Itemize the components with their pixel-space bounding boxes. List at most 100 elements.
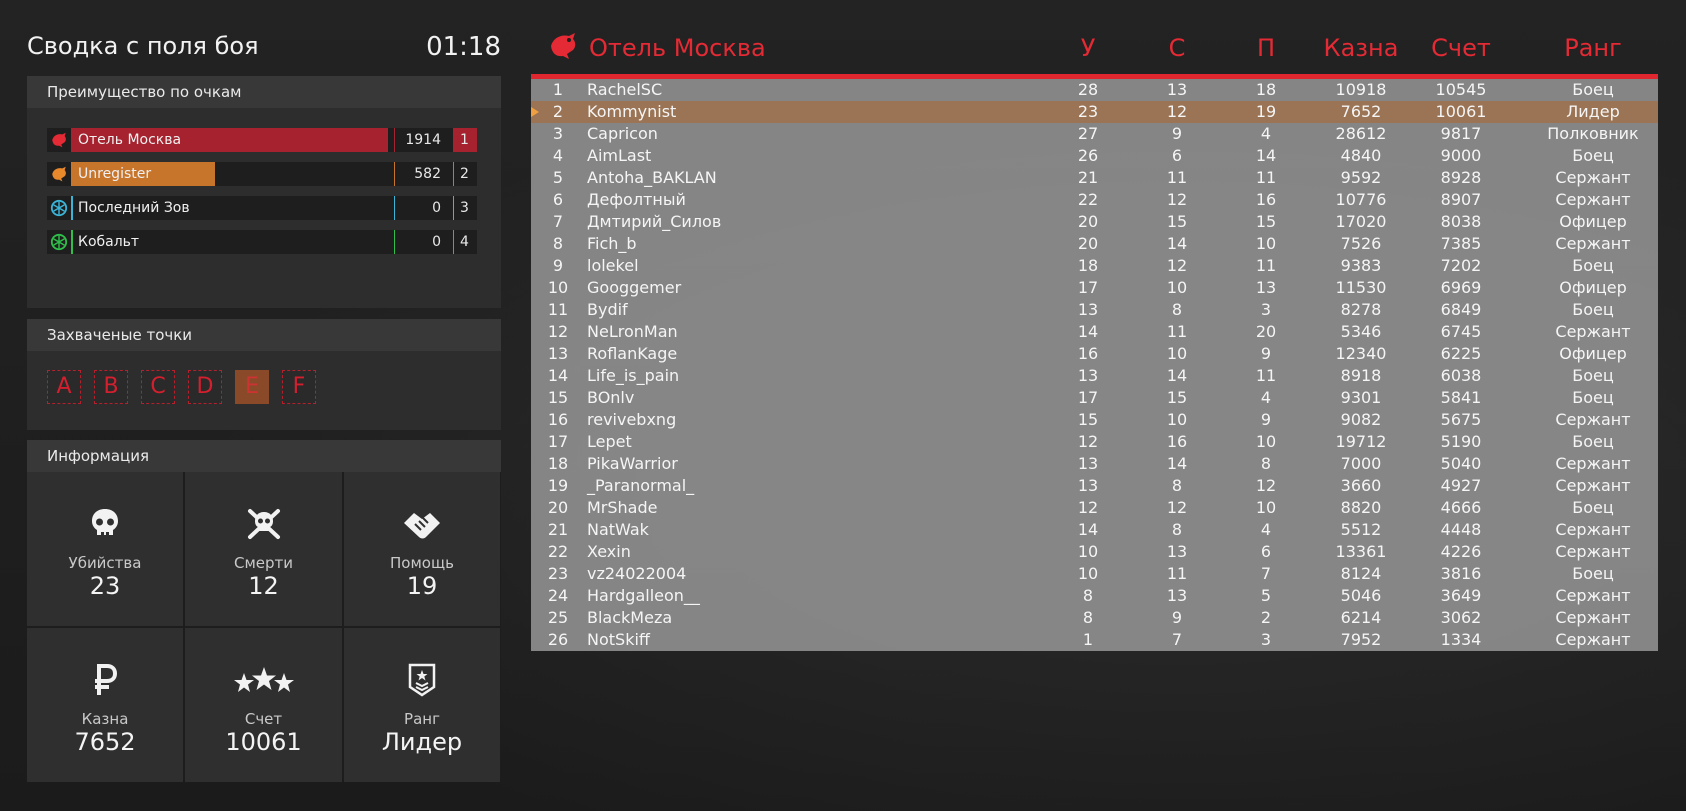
table-row[interactable]: 23 vz24022004 10 11 7 8124 3816 Боец xyxy=(531,563,1658,585)
table-row[interactable]: 12 NeLronMan 14 11 20 5346 6745 Сержант xyxy=(531,321,1658,343)
table-row[interactable]: 21 NatWak 14 8 4 5512 4448 Сержант xyxy=(531,519,1658,541)
cell-assists: 20 xyxy=(1255,322,1277,341)
skull-crossbones-icon xyxy=(185,504,342,544)
cell-deaths: 8 xyxy=(1171,476,1183,495)
cell-rank: Сержант xyxy=(1555,234,1631,253)
table-row[interactable]: 16 revivebxng 15 10 9 9082 5675 Сержант xyxy=(531,409,1658,431)
team-place: 4 xyxy=(453,230,477,254)
cell-rank: Офицер xyxy=(1559,212,1627,231)
cell-treasury: 10918 xyxy=(1335,80,1387,99)
table-row[interactable]: 4 AimLast 26 6 14 4840 9000 Боец xyxy=(531,145,1658,167)
player-name: vz24022004 xyxy=(587,564,687,583)
row-number: 15 xyxy=(547,388,569,407)
current-player-marker-icon xyxy=(531,107,539,117)
stat-value: 23 xyxy=(89,572,121,600)
player-name: NotSkiff xyxy=(587,630,650,649)
cell-assists: 13 xyxy=(1255,278,1277,297)
table-row[interactable]: 18 PikaWarrior 13 14 8 7000 5040 Сержант xyxy=(531,453,1658,475)
column-header[interactable]: Казна xyxy=(1323,34,1399,62)
column-header[interactable]: С xyxy=(1168,34,1186,62)
cell-kills: 15 xyxy=(1077,410,1099,429)
row-number: 5 xyxy=(552,168,564,187)
cell-rank: Боец xyxy=(1572,498,1614,517)
cell-kills: 13 xyxy=(1077,366,1099,385)
cell-treasury: 6214 xyxy=(1340,608,1382,627)
table-row[interactable]: 8 Fich_b 20 14 10 7526 7385 Сержант xyxy=(531,233,1658,255)
table-row[interactable]: 22 Xexin 10 13 6 13361 4226 Сержант xyxy=(531,541,1658,563)
cell-treasury: 9301 xyxy=(1340,388,1382,407)
cell-score: 9817 xyxy=(1440,124,1482,143)
table-row[interactable]: 7 Дмтирий_Силов 20 15 15 17020 8038 Офицер xyxy=(531,211,1658,233)
stat-handshake: Помощь 19 xyxy=(344,472,500,626)
page-title: Сводка с поля боя xyxy=(27,32,259,60)
team-row: Последний Зов 0 3 xyxy=(47,196,477,220)
cell-score: 5040 xyxy=(1440,454,1482,473)
table-row[interactable]: 14 Life_is_pain 13 14 11 8918 6038 Боец xyxy=(531,365,1658,387)
table-row[interactable]: 19 _Paranormal_ 13 8 12 3660 4927 Сержант xyxy=(531,475,1658,497)
cell-kills: 17 xyxy=(1077,388,1099,407)
cell-rank: Боец xyxy=(1572,256,1614,275)
table-row[interactable]: 9 lolekel 18 12 11 9383 7202 Боец xyxy=(531,255,1658,277)
cell-rank: Сержант xyxy=(1555,410,1631,429)
row-number: 18 xyxy=(547,454,569,473)
table-row[interactable]: 24 Hardgalleon__ 8 13 5 5046 3649 Сержант xyxy=(531,585,1658,607)
player-name: Дефолтный xyxy=(587,190,686,209)
cell-assists: 4 xyxy=(1260,388,1272,407)
table-row[interactable]: 1 RachelSC 28 13 18 10918 10545 Боец xyxy=(531,79,1658,101)
cell-deaths: 9 xyxy=(1171,608,1183,627)
team-place: 1 xyxy=(453,128,477,152)
cell-deaths: 16 xyxy=(1166,432,1188,451)
cell-rank: Боец xyxy=(1572,300,1614,319)
rank-badge-icon xyxy=(344,660,500,700)
column-header[interactable]: Счет xyxy=(1431,34,1491,62)
cell-deaths: 10 xyxy=(1166,344,1188,363)
cell-score: 6745 xyxy=(1440,322,1482,341)
cell-rank: Боец xyxy=(1572,564,1614,583)
capture-point-e: E xyxy=(235,370,269,404)
column-header[interactable]: Ранг xyxy=(1564,34,1622,62)
player-name: Fich_b xyxy=(587,234,637,253)
handshake-icon xyxy=(344,504,500,544)
cell-assists: 14 xyxy=(1255,146,1277,165)
table-row[interactable]: 15 BOnlv 17 15 4 9301 5841 Боец xyxy=(531,387,1658,409)
cell-score: 6849 xyxy=(1440,300,1482,319)
row-number: 25 xyxy=(547,608,569,627)
cell-assists: 11 xyxy=(1255,366,1277,385)
cell-assists: 18 xyxy=(1255,80,1277,99)
cell-assists: 9 xyxy=(1260,344,1272,363)
table-row[interactable]: 26 NotSkiff 1 7 3 7952 1334 Сержант xyxy=(531,629,1658,651)
cell-treasury: 9082 xyxy=(1340,410,1382,429)
table-row[interactable]: 20 MrShade 12 12 10 8820 4666 Боец xyxy=(531,497,1658,519)
table-row[interactable]: 2 Kommynist 23 12 19 7652 10061 Лидер xyxy=(531,101,1658,123)
row-number: 6 xyxy=(552,190,564,209)
cell-deaths: 12 xyxy=(1166,102,1188,121)
cell-rank: Сержант xyxy=(1555,322,1631,341)
table-row[interactable]: 6 Дефолтный 22 12 16 10776 8907 Сержант xyxy=(531,189,1658,211)
column-header[interactable]: У xyxy=(1080,34,1096,62)
stat-skull: Убийства 23 xyxy=(27,472,183,626)
cell-score: 5190 xyxy=(1440,432,1482,451)
table-row[interactable]: 25 BlackMeza 8 9 2 6214 3062 Сержант xyxy=(531,607,1658,629)
cell-treasury: 11530 xyxy=(1335,278,1387,297)
cell-kills: 8 xyxy=(1082,586,1094,605)
cell-rank: Сержант xyxy=(1555,168,1631,187)
cell-score: 3649 xyxy=(1440,586,1482,605)
team-score-bar xyxy=(71,162,216,186)
cell-deaths: 8 xyxy=(1171,300,1183,319)
team-name: Unregister xyxy=(78,166,152,182)
table-row[interactable]: 17 Lepet 12 16 10 19712 5190 Боец xyxy=(531,431,1658,453)
column-header[interactable]: П xyxy=(1256,34,1276,62)
table-row[interactable]: 3 Capricon 27 9 4 28612 9817 Полковник xyxy=(531,123,1658,145)
table-row[interactable]: 11 Bydif 13 8 3 8278 6849 Боец xyxy=(531,299,1658,321)
player-name: MrShade xyxy=(587,498,658,517)
cell-rank: Сержант xyxy=(1555,586,1631,605)
table-row[interactable]: 5 Antoha_BAKLAN 21 11 11 9592 8928 Сержант xyxy=(531,167,1658,189)
cell-rank: Сержант xyxy=(1555,542,1631,561)
team-name: Кобальт xyxy=(78,234,140,250)
ruble-icon xyxy=(27,660,183,700)
table-row[interactable]: 10 Googgemer 17 10 13 11530 6969 Офицер xyxy=(531,277,1658,299)
table-row[interactable]: 13 RoflanKage 16 10 9 12340 6225 Офицер xyxy=(531,343,1658,365)
team-place: 3 xyxy=(453,196,477,220)
cell-score: 10061 xyxy=(1435,102,1487,121)
cell-assists: 15 xyxy=(1255,212,1277,231)
